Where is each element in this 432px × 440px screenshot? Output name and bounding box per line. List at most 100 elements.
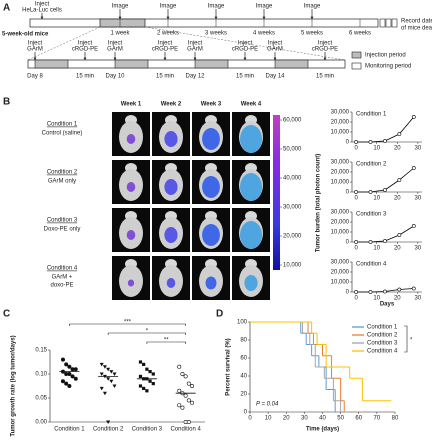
y-tick-label: 0 — [346, 290, 350, 296]
point — [411, 166, 416, 170]
x-tick-label: 40 — [319, 416, 326, 422]
point — [112, 384, 117, 388]
detail-bar — [27, 59, 346, 69]
inject-label: Inject — [238, 41, 253, 47]
point — [186, 398, 191, 403]
point — [138, 360, 143, 364]
point — [102, 391, 107, 396]
end-label: of mice death — [401, 26, 432, 32]
condition-desc: Control (saline) — [42, 131, 83, 137]
y-axis-label: Tumor growth rate (log tumor/days) — [11, 335, 17, 436]
day-label: Day 10 — [105, 74, 125, 80]
inject-label: GArM — [27, 47, 43, 53]
significance-bracket — [107, 332, 186, 335]
colorbar-label: 20,000 — [283, 234, 302, 240]
point — [186, 381, 191, 386]
image-label: Image — [256, 4, 273, 10]
point — [190, 400, 195, 405]
x-tick-label: 30 — [301, 416, 308, 422]
point — [102, 365, 107, 369]
point — [60, 357, 65, 362]
y-tick-label: 20,000 — [331, 120, 350, 126]
column-header: Week 4 — [241, 102, 262, 108]
point — [186, 419, 191, 424]
signal — [202, 128, 220, 150]
point — [60, 379, 65, 384]
column-header: Week 2 — [161, 102, 182, 108]
injection-segment — [194, 59, 229, 69]
zoom-line — [144, 26, 346, 61]
y-tick-label: 20,000 — [331, 270, 350, 276]
timeline-text: HeLa-Luc cells — [22, 8, 62, 14]
condition-desc: Doxo-PE only — [44, 227, 81, 233]
point — [99, 362, 104, 367]
signal — [166, 278, 176, 288]
zoom-line — [27, 26, 101, 61]
inject-label: Inject — [158, 41, 173, 47]
point — [99, 372, 104, 376]
x-tick-label: 0 — [354, 196, 358, 202]
inject-label: cRGD-PE — [232, 47, 258, 53]
inject-label: Inject — [268, 41, 283, 47]
inject-label: Inject — [28, 41, 43, 47]
point — [64, 362, 69, 367]
x-tick-label: 20 — [394, 196, 401, 202]
injection-segment — [34, 59, 69, 69]
delay-label: 15 min — [236, 74, 254, 80]
x-tick-label: 10 — [373, 296, 380, 302]
week-label: 4 weeks — [253, 31, 275, 37]
point — [145, 367, 149, 371]
significance-bracket — [146, 341, 186, 344]
day-label: Day 8 — [27, 74, 43, 80]
significance-bracket — [69, 323, 186, 326]
y-tick-label: 0 — [346, 190, 350, 196]
signal — [127, 279, 135, 287]
timeline-text: Inject — [35, 2, 50, 8]
y-tick-label: 30,000 — [331, 160, 350, 166]
point — [138, 384, 143, 388]
x-tick-label: 10 — [373, 246, 380, 252]
inject-label: Inject — [188, 41, 203, 47]
y-axis-label: Tumor burden (total photon count) — [316, 154, 322, 253]
panel-label: C — [3, 309, 10, 320]
x-tick-label: 80 — [392, 416, 399, 422]
condition-desc: doxo-PE — [50, 283, 73, 289]
end-box — [391, 18, 398, 28]
point — [67, 364, 72, 369]
y-tick-label: 20,000 — [331, 170, 350, 176]
point — [70, 374, 75, 379]
point — [397, 132, 402, 136]
y-tick-label: 60 — [240, 356, 247, 362]
significance-label: ** — [164, 338, 169, 344]
point — [67, 371, 72, 376]
x-tick-label: 10 — [265, 416, 272, 422]
point — [151, 382, 155, 386]
signal — [126, 230, 136, 240]
x-tick-label: 70 — [374, 416, 381, 422]
legend-bracket — [404, 325, 408, 353]
point — [138, 374, 143, 378]
x-tick-label: Condition 2 — [93, 427, 124, 433]
signal — [240, 221, 262, 249]
x-tick-label: 20 — [394, 146, 401, 152]
point — [148, 379, 152, 383]
legend-label: Condition 3 — [367, 341, 398, 347]
inject-label: GArM — [187, 47, 203, 53]
injection-segment — [274, 59, 309, 69]
x-tick-label: 30 — [415, 246, 422, 252]
delay-label: 15 min — [316, 74, 334, 80]
week-label: 3 weeks — [205, 31, 227, 37]
point — [368, 290, 373, 294]
x-tick-label: 10 — [373, 196, 380, 202]
point — [354, 190, 359, 194]
x-axis-label: Days — [380, 302, 395, 308]
signal — [126, 182, 136, 192]
line — [356, 116, 415, 143]
signal — [164, 227, 178, 243]
day-label: Day 14 — [265, 74, 285, 80]
x-tick-label: 20 — [283, 416, 290, 422]
y-tick-label: 30,000 — [331, 260, 350, 266]
point — [190, 383, 195, 388]
legend-label: Condition 2 — [367, 333, 398, 339]
